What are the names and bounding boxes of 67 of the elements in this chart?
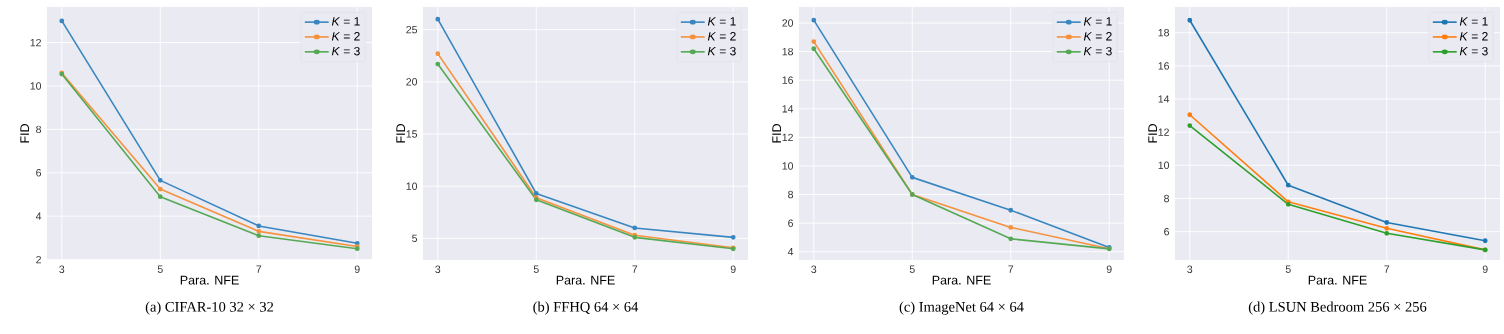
x-tick-label: 5	[157, 265, 163, 273]
x-tick-label: 5	[1285, 265, 1291, 273]
x-tick-label: 9	[730, 265, 736, 273]
legend-label: K = 3	[707, 46, 736, 56]
legend-label: K = 3	[1083, 46, 1112, 56]
legend-label: K = 1	[1083, 17, 1112, 26]
y-axis-title: FID	[1148, 124, 1157, 143]
y-tick-label: 12	[1158, 128, 1169, 136]
x-tick-label: 9	[1106, 265, 1112, 273]
y-tick-label: 10	[1158, 161, 1170, 170]
legend-label: K = 3	[1459, 46, 1488, 56]
y-tick-label: 15	[406, 130, 418, 138]
x-tick-label: 3	[435, 265, 441, 273]
x-tick-label: 7	[256, 265, 262, 273]
text: (a) CIFAR-10 32 × 32	[145, 301, 274, 315]
x-tick-label: 7	[1008, 265, 1014, 273]
y-tick-label: 20	[406, 78, 418, 86]
y-tick-label: 18	[782, 47, 794, 56]
y-tick-label: 25	[406, 25, 418, 34]
x-axis-title: Para. NFE	[1308, 275, 1367, 285]
y-tick-label: 14	[782, 105, 794, 113]
legend-label: K = 1	[707, 17, 736, 26]
x-tick-label: 3	[1187, 265, 1193, 273]
x-tick-label: 7	[1384, 265, 1390, 273]
y-tick-label: 10	[782, 162, 794, 170]
y-tick-label: 8	[1164, 194, 1169, 203]
x-axis-title: Para. NFE	[932, 275, 991, 285]
x-tick-label: 9	[354, 265, 360, 273]
y-tick-label: 10	[30, 82, 42, 90]
y-axis-title: FID	[772, 124, 781, 143]
text: (b) FFHQ 64 × 64	[533, 301, 639, 315]
y-axis-title: FID	[20, 124, 29, 143]
x-tick-label: 9	[1482, 265, 1488, 273]
x-tick-label: 3	[59, 265, 65, 273]
x-tick-label: 5	[909, 265, 915, 273]
y-tick-label: 8	[36, 125, 42, 134]
y-tick-label: 16	[1158, 62, 1169, 70]
text: (d) LSUN Bedroom 256 × 256	[1248, 301, 1427, 315]
y-tick-label: 14	[1158, 95, 1170, 103]
legend-label: K = 2	[1083, 32, 1112, 41]
x-tick-label: 3	[811, 265, 817, 273]
x-tick-label: 5	[533, 265, 539, 273]
legend-label: K = 2	[331, 32, 360, 41]
y-tick-label: 6	[788, 219, 794, 227]
y-tick-label: 20	[782, 19, 794, 27]
text: (c) ImageNet 64 × 64	[899, 301, 1024, 315]
x-axis-title: Para. NFE	[556, 275, 615, 285]
y-tick-label: 6	[36, 169, 42, 177]
y-tick-label: 5	[412, 234, 418, 243]
y-tick-label: 16	[782, 76, 794, 84]
y-tick-label: 12	[30, 38, 41, 47]
legend-label: K = 2	[1459, 32, 1488, 41]
legend-label: K = 1	[331, 17, 360, 26]
y-tick-label: 2	[36, 255, 41, 264]
y-tick-label: 10	[406, 182, 418, 190]
legend-label: K = 2	[707, 32, 736, 41]
y-tick-label: 18	[1158, 28, 1169, 37]
y-tick-label: 8	[788, 190, 794, 199]
x-tick-label: 7	[632, 265, 638, 273]
y-tick-label: 12	[782, 133, 793, 142]
y-tick-label: 4	[35, 212, 42, 220]
y-tick-label: 6	[1164, 227, 1169, 236]
x-axis-title: Para. NFE	[180, 275, 239, 285]
legend-label: K = 3	[331, 46, 360, 56]
legend-label: K = 1	[1459, 17, 1488, 26]
y-axis-title: FID	[396, 124, 405, 143]
y-tick-label: 4	[787, 248, 794, 256]
